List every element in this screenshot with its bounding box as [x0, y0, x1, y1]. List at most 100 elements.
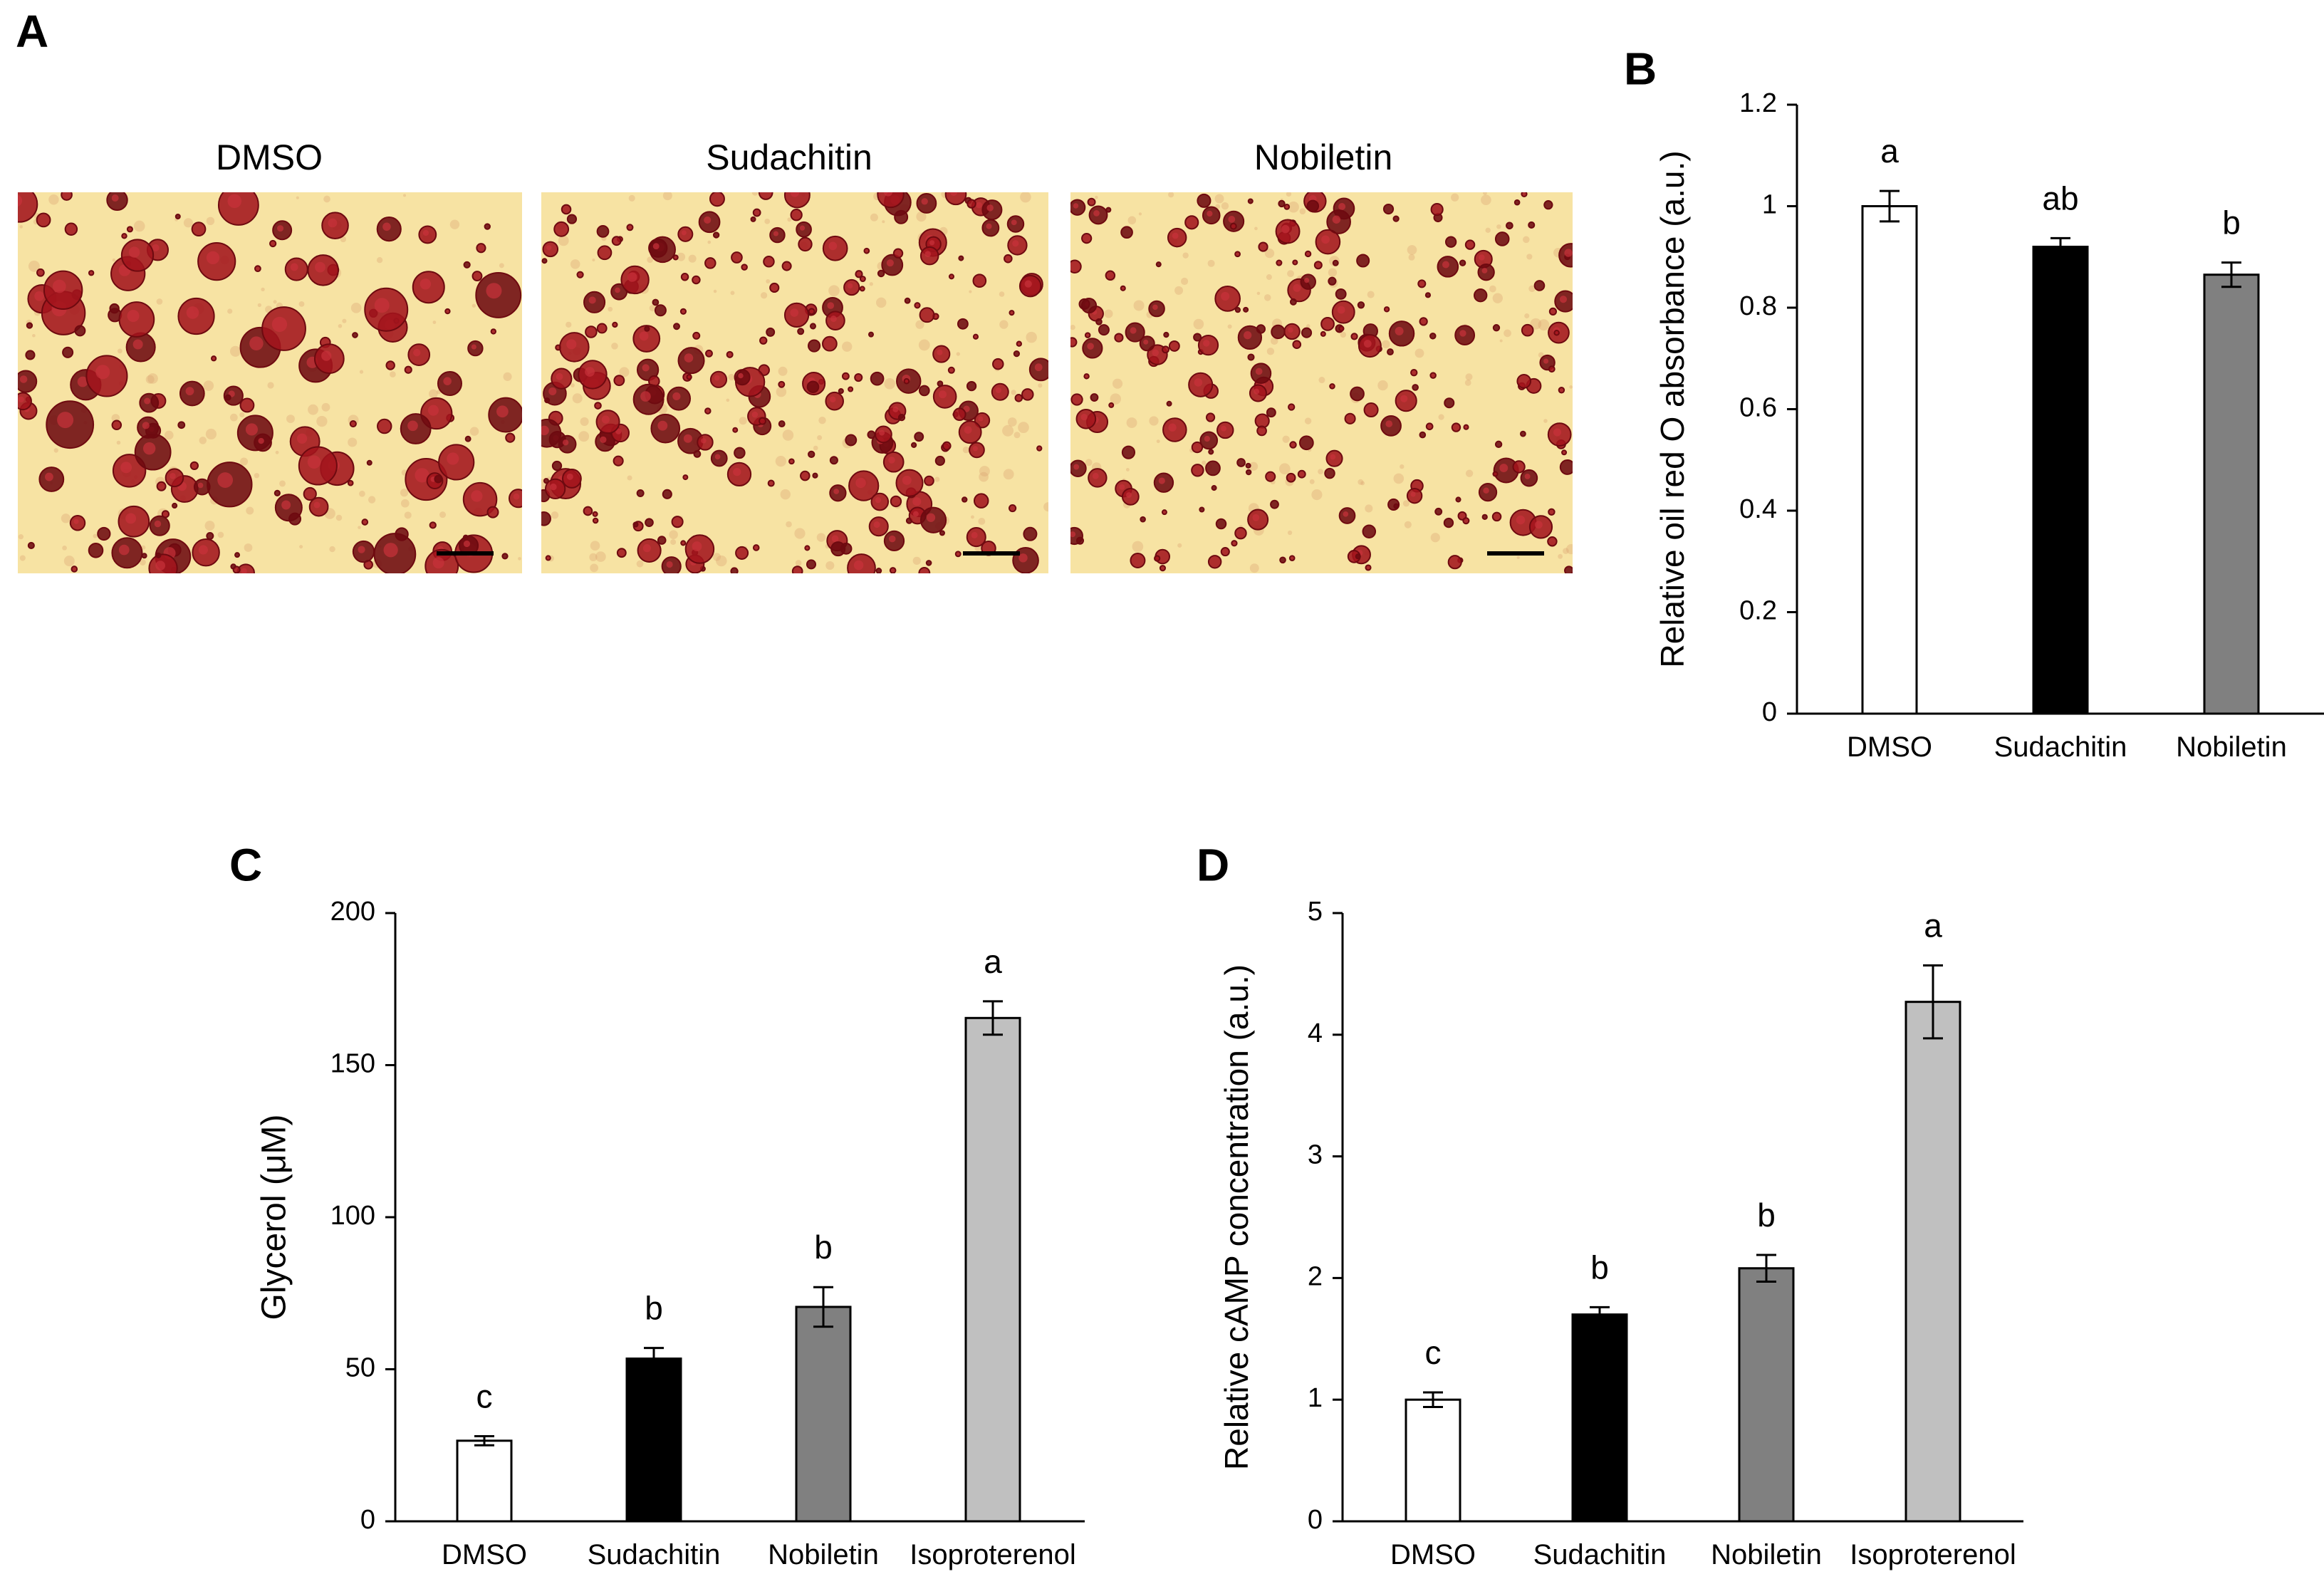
y-tick-label: 50	[345, 1353, 375, 1383]
lipid-droplet	[36, 268, 45, 277]
lipid-droplet	[1211, 485, 1217, 491]
image-label-dmso: DMSO	[216, 137, 323, 177]
y-axis-label: Relative oil red O absorbance (a.u.)	[1654, 150, 1691, 667]
lipid-droplet	[791, 566, 803, 573]
lipid-droplet	[377, 418, 392, 434]
lipid-droplet	[766, 327, 776, 337]
bar-sudachitin	[625, 1357, 682, 1523]
lipid-droplet	[954, 551, 962, 558]
x-tick-label: DMSO	[1847, 731, 1932, 763]
lipid-droplet	[934, 455, 945, 467]
lipid-droplet	[1561, 449, 1568, 456]
lipid-droplet	[1098, 324, 1110, 336]
lipid-droplet	[919, 307, 935, 323]
x-tick-label: Sudachitin	[588, 1539, 721, 1570]
lipid-droplet	[1306, 199, 1320, 213]
lipid-droplet	[1459, 259, 1466, 266]
lipid-droplet	[1236, 458, 1246, 467]
lipid-droplet	[566, 214, 578, 224]
x-tick-label: DMSO	[442, 1539, 527, 1570]
lipid-droplet	[1320, 317, 1335, 331]
lipid-droplet	[1016, 340, 1023, 347]
lipid-droplet	[947, 366, 955, 374]
lipid-droplet	[1199, 506, 1205, 513]
lipid-droplet	[1292, 340, 1302, 350]
y-tick-label: 200	[330, 897, 375, 927]
lipid-droplet	[1419, 317, 1428, 326]
lipid-droplet	[1492, 471, 1499, 477]
lipid-droplet	[1292, 259, 1298, 266]
lipid-droplet	[910, 442, 917, 449]
lipid-droplet	[942, 441, 952, 451]
lipid-droplet	[1013, 350, 1021, 358]
lipid-droplet	[366, 459, 372, 466]
lipid-droplet	[1247, 353, 1255, 361]
lipid-droplet	[545, 555, 551, 561]
lipid-droplet	[704, 257, 717, 269]
lipid-droplet	[551, 460, 563, 471]
lipid-droplet	[1429, 333, 1437, 340]
lipid-droplet	[645, 518, 654, 528]
lipid-droplet	[155, 552, 162, 558]
lipid-droplet	[88, 270, 95, 276]
y-tick-label: 1	[1762, 190, 1777, 220]
lipid-droplet	[505, 432, 516, 443]
significance-label: ab	[2042, 179, 2078, 217]
lipid-droplet	[585, 325, 598, 338]
lipid-droplet	[992, 358, 1004, 370]
lipid-droplet	[1447, 555, 1462, 570]
lipid-droplet	[808, 450, 816, 459]
lipid-droplet	[626, 224, 634, 231]
lipid-droplet	[1430, 202, 1444, 217]
lipid-droplet	[790, 209, 803, 222]
lipid-droplet	[1014, 394, 1023, 402]
lipid-droplet	[1313, 261, 1323, 270]
image-label-nobiletin: Nobiletin	[1254, 137, 1393, 177]
lipid-droplet	[1105, 270, 1116, 281]
significance-label: b	[814, 1229, 833, 1266]
y-tick-label: 1	[1308, 1383, 1323, 1413]
lipid-droplet	[918, 567, 931, 573]
bar-nobiletin	[1738, 1267, 1795, 1523]
lipid-droplet	[809, 323, 817, 330]
lipid-droplet	[1393, 503, 1400, 509]
lipid-droplet	[1036, 445, 1043, 452]
lipid-droplet	[97, 526, 111, 541]
micrograph-texture	[541, 192, 1048, 573]
lipid-droplet	[918, 385, 930, 397]
lipid-droplet	[924, 475, 934, 486]
lipid-droplet	[972, 333, 979, 340]
lipid-droplet	[1434, 507, 1443, 516]
lipid-droplet	[172, 502, 178, 509]
lipid-droplet	[875, 568, 882, 573]
lipid-droplet	[1245, 462, 1251, 469]
lipid-droplet	[1383, 306, 1390, 313]
lipid-droplet	[1494, 231, 1510, 246]
lipid-droplet	[36, 212, 51, 228]
lipid-droplet	[1521, 323, 1534, 337]
significance-label: a	[984, 943, 1002, 980]
lipid-droplet	[1161, 509, 1167, 516]
lipid-droplet	[1286, 472, 1296, 483]
lipid-droplet	[759, 336, 768, 345]
lipid-droplet	[1547, 536, 1558, 547]
lipid-droplet	[1191, 464, 1204, 477]
lipid-droplet	[597, 245, 613, 261]
lipid-droplet	[867, 331, 874, 338]
lipid-droplet	[1304, 250, 1312, 258]
lipid-droplet	[797, 328, 805, 335]
lipid-droplet	[1559, 459, 1573, 475]
lipid-droplet	[111, 419, 123, 431]
lipid-droplet	[232, 566, 241, 573]
lipid-droplet	[763, 256, 775, 268]
lipid-droplet	[1387, 348, 1394, 356]
lipid-droplet	[636, 489, 645, 497]
lipid-droplet	[877, 192, 905, 209]
lipid-droplet	[206, 531, 214, 540]
micrograph-nobiletin	[1070, 192, 1573, 573]
lipid-droplet	[1271, 324, 1286, 340]
lipid-droplet	[966, 380, 977, 392]
lipid-droplet	[808, 308, 816, 316]
lipid-droplet	[680, 273, 689, 281]
